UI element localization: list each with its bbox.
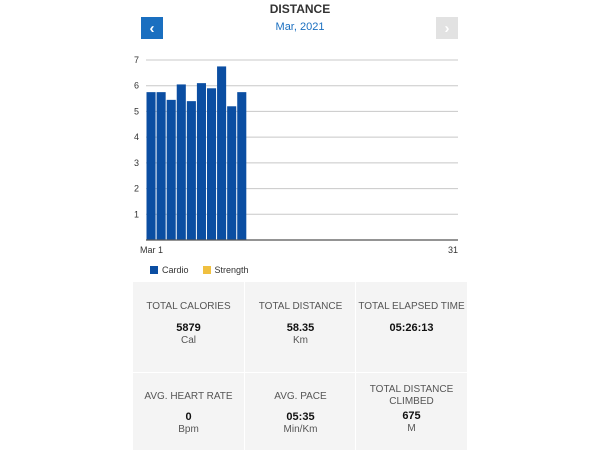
y-tick-label: 1 [134, 209, 139, 219]
x-tick-label-start: Mar 1 [140, 245, 163, 255]
stat-unit: Min/Km [283, 424, 318, 435]
stat-label: TOTAL DISTANCE [258, 301, 343, 312]
bar [227, 106, 237, 241]
legend-item-strength: Strength [202, 265, 249, 275]
stat-unit: M [407, 423, 416, 434]
strength-swatch [202, 266, 211, 274]
stat-label: AVG. HEART RATE [144, 391, 233, 402]
stat-label: TOTAL DISTANCE CLIMBED [369, 384, 454, 407]
bar [217, 66, 227, 240]
stat-unit: Cal [180, 335, 196, 346]
y-tick-label: 3 [134, 158, 139, 168]
bar [186, 101, 196, 241]
stat-value: 05:26:13 [389, 322, 434, 334]
stat-value: 58.35 [286, 322, 315, 334]
stat-avg-heart-rate: AVG. HEART RATE 0 Bpm [133, 373, 244, 450]
stat-total-elapsed-time: TOTAL ELAPSED TIME 05:26:13 [355, 282, 467, 372]
y-tick-label: 6 [134, 81, 139, 91]
stat-total-distance: TOTAL DISTANCE 58.35 Km [244, 282, 356, 372]
y-tick-label: 2 [134, 184, 139, 194]
bar [176, 84, 186, 240]
legend-label-cardio: Cardio [162, 265, 189, 275]
y-tick-label: 5 [134, 106, 139, 116]
bar [206, 88, 217, 241]
legend-item-cardio: Cardio [150, 265, 189, 275]
stat-avg-pace: AVG. PACE 05:35 Min/Km [244, 373, 356, 450]
stats-panel: TOTAL CALORIES 5879 Cal TOTAL DISTANCE 5… [133, 282, 467, 450]
stat-label: TOTAL ELAPSED TIME [358, 301, 465, 312]
stats-row-divider [133, 372, 467, 373]
x-tick-label-end: 31 [448, 245, 458, 255]
stat-label: AVG. PACE [274, 391, 327, 402]
distance-chart: 1 2 3 4 5 6 7 Mar 1 31 [134, 55, 458, 255]
stat-value: 5879 [176, 322, 201, 334]
next-month-button[interactable]: › [436, 17, 458, 39]
y-tick-label: 7 [134, 55, 139, 65]
stat-unit: Km [293, 335, 308, 346]
previous-month-button[interactable]: ‹ [141, 17, 163, 39]
stat-value: 05:35 [286, 411, 315, 423]
cardio-swatch [150, 266, 158, 274]
month-label: Mar, 2021 [275, 21, 325, 33]
chevron-left-icon: ‹ [149, 19, 155, 37]
bar [146, 92, 156, 241]
legend-label-strength: Strength [214, 265, 249, 275]
stat-total-calories: TOTAL CALORIES 5879 Cal [133, 282, 244, 372]
chevron-right-icon: › [444, 19, 450, 37]
bar [237, 92, 247, 241]
stat-label: TOTAL CALORIES [146, 301, 231, 312]
chart-legend: Cardio Strength [150, 265, 249, 275]
bar [166, 99, 176, 240]
bar [196, 83, 206, 241]
bar [156, 92, 166, 241]
stat-unit: Bpm [178, 424, 199, 435]
page-title: DISTANCE [269, 2, 331, 16]
y-tick-label: 4 [134, 132, 139, 142]
stat-value: 675 [402, 410, 421, 422]
stat-total-distance-climbed: TOTAL DISTANCE CLIMBED 675 M [355, 373, 467, 450]
stat-value: 0 [185, 411, 192, 423]
